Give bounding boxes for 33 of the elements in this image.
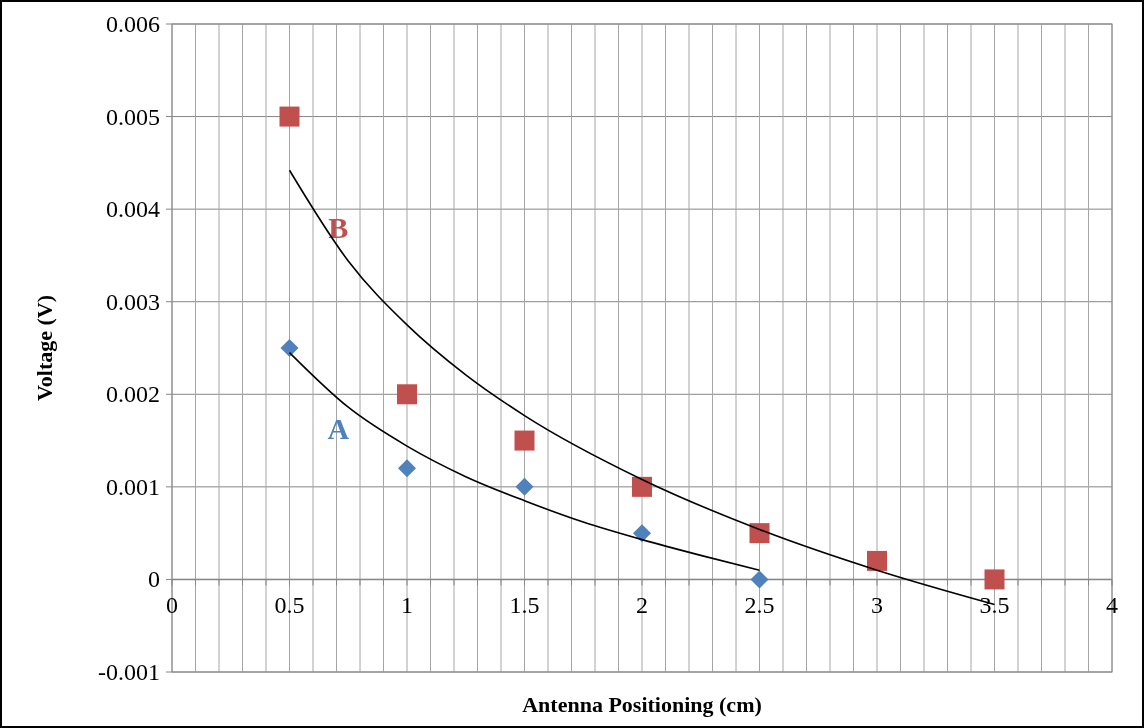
- point: [397, 384, 417, 405]
- point: [279, 106, 300, 127]
- y-axis-title: Voltage (V): [32, 294, 57, 402]
- x-tick-label: 0.5: [274, 592, 305, 619]
- y-tick-label: 0.001: [106, 473, 160, 500]
- point: [398, 459, 416, 478]
- y-tick-label: 0.006: [106, 11, 160, 37]
- x-tick-label: 3: [871, 592, 883, 619]
- x-tick-label: 1: [401, 592, 413, 619]
- series-label: A: [327, 412, 350, 446]
- x-tick-label: 4: [1106, 592, 1118, 619]
- point: [984, 569, 1005, 590]
- point: [867, 550, 887, 571]
- point: [633, 524, 651, 543]
- point: [280, 339, 299, 357]
- point: [750, 570, 769, 589]
- point: [514, 430, 535, 451]
- x-tick-label: 0: [166, 592, 178, 619]
- x-tick-label: 3.5: [979, 592, 1010, 619]
- point: [515, 477, 534, 496]
- x-tick-label: 1.5: [509, 592, 540, 619]
- x-tick-label: 2: [636, 592, 648, 619]
- y-tick-label: -0.001: [98, 659, 160, 685]
- x-tick-label: 2.5: [744, 592, 775, 619]
- point: [749, 523, 770, 544]
- y-tick-label: 0.002: [106, 381, 160, 408]
- text: B: [328, 211, 349, 245]
- y-tick-label: 0.004: [106, 196, 160, 223]
- point: [632, 476, 652, 497]
- x-axis-title: Antenna Positioning (cm): [522, 692, 762, 717]
- y-tick-label: 0.003: [106, 288, 160, 315]
- y-tick-label: 0: [148, 566, 160, 593]
- y-tick-label: 0.005: [106, 103, 160, 130]
